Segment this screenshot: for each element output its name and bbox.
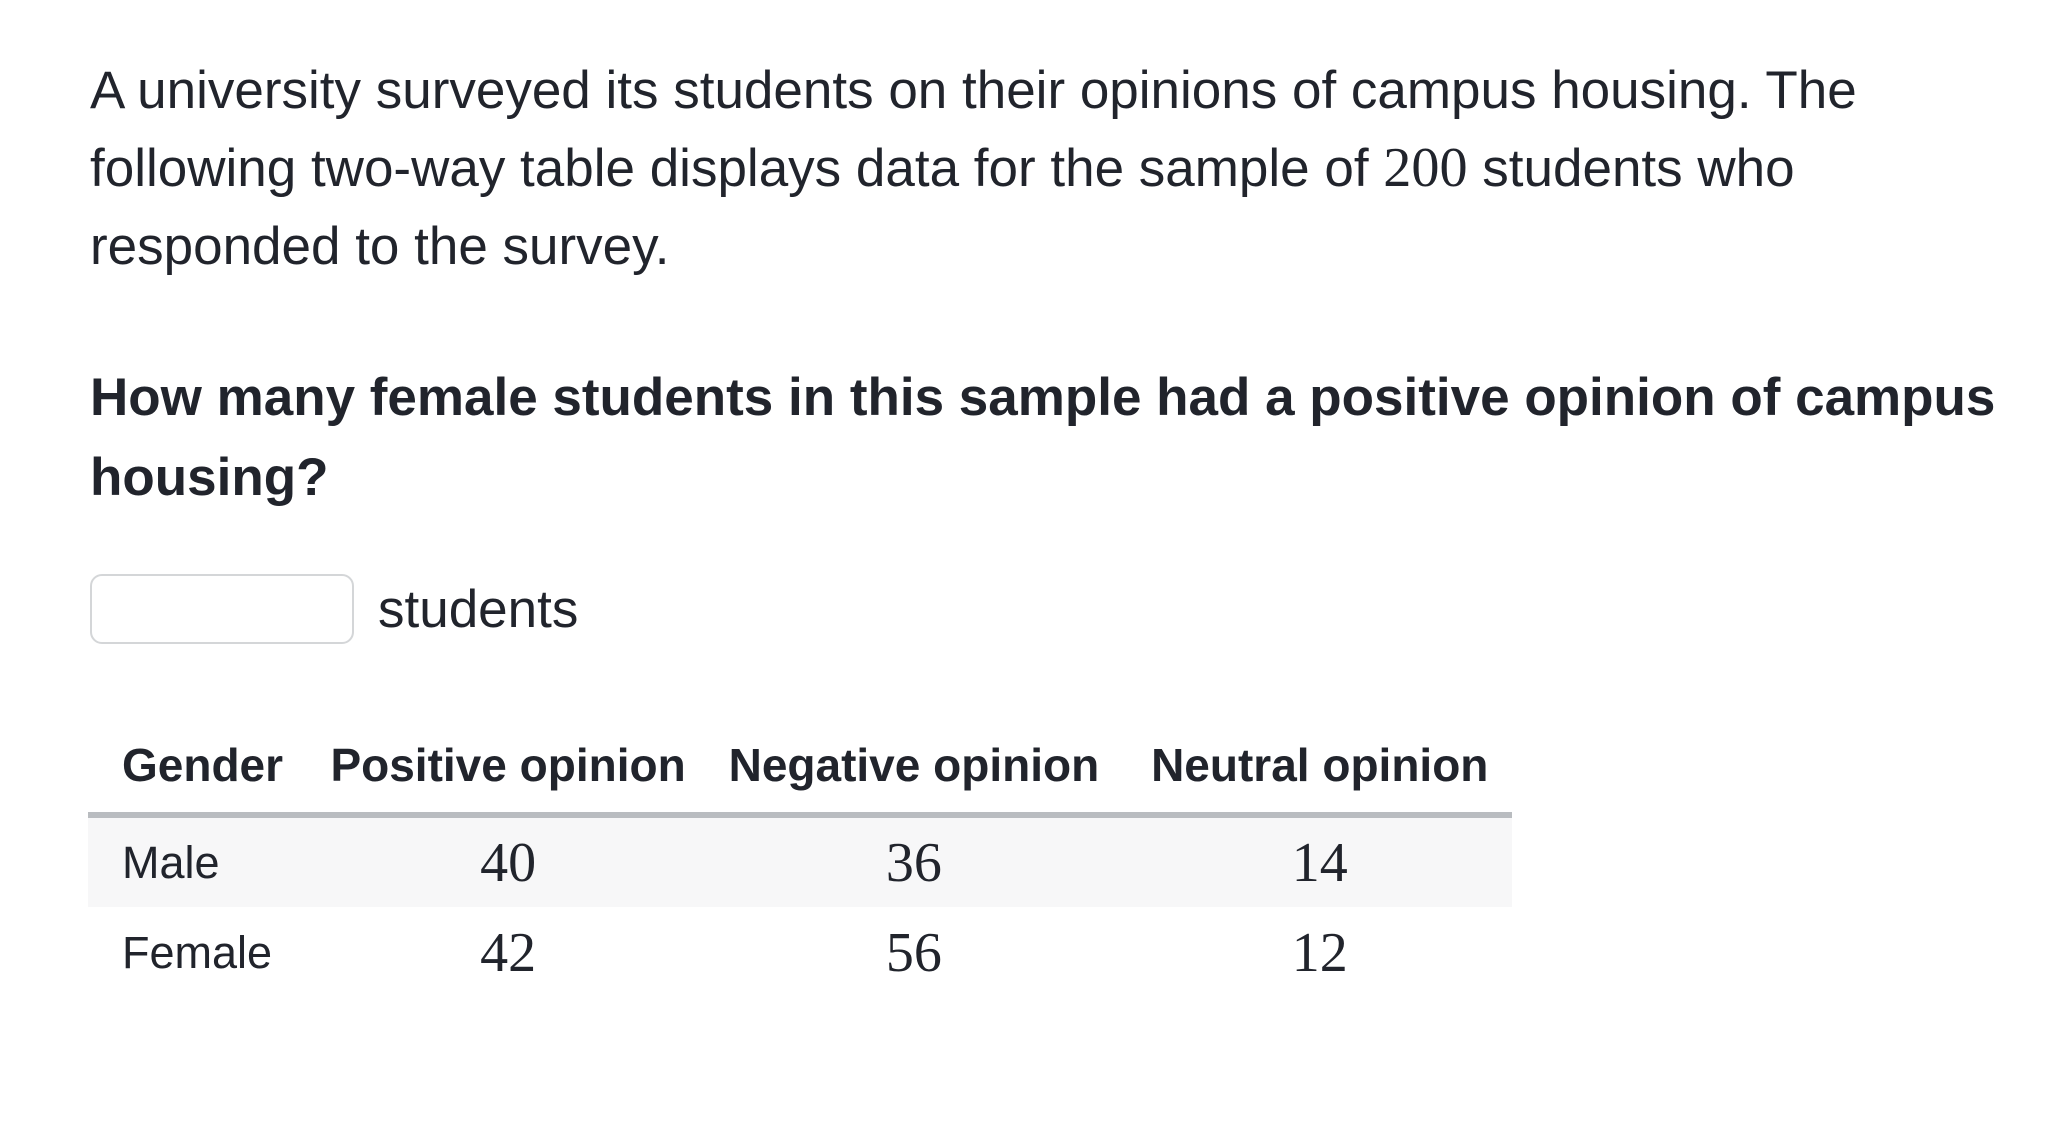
cell-female-neutral: 12 [1291, 922, 1348, 984]
table-row-male: Male 40 36 14 [88, 815, 1512, 907]
answer-row: students [90, 574, 2048, 644]
sample-size-value: 200 [1383, 137, 1468, 199]
cell-male-neutral: 14 [1291, 831, 1348, 894]
header-cell-negative-opinion: Negative opinion [700, 738, 1128, 818]
row-label-male: Male [122, 836, 220, 888]
table-row-female: Female 42 56 12 [88, 907, 1512, 999]
cell-male-positive: 40 [480, 831, 537, 894]
header-cell-neutral-opinion: Neutral opinion [1127, 738, 1512, 818]
row-label-female: Female [122, 927, 273, 978]
header-cell-gender: Gender [88, 738, 316, 818]
answer-unit-label: students [378, 579, 579, 639]
header-cell-positive-opinion: Positive opinion [315, 738, 701, 818]
cell-female-positive: 42 [480, 922, 537, 984]
cell-female-negative: 56 [885, 922, 942, 984]
table-header-row: Gender Positive opinion Negative opinion… [88, 738, 1512, 818]
intro-text-before-number: A university surveyed its students on th… [90, 61, 1857, 198]
answer-input[interactable] [90, 574, 354, 644]
cell-male-negative: 36 [885, 831, 942, 894]
intro-text-after-number: students who responded to the survey. [90, 139, 1795, 276]
question-text: How many female students in this sample … [90, 368, 1996, 507]
two-way-table: Gender Positive opinion Negative opinion… [88, 738, 1512, 999]
intro-paragraph: A university surveyed its students on th… [90, 52, 2040, 286]
